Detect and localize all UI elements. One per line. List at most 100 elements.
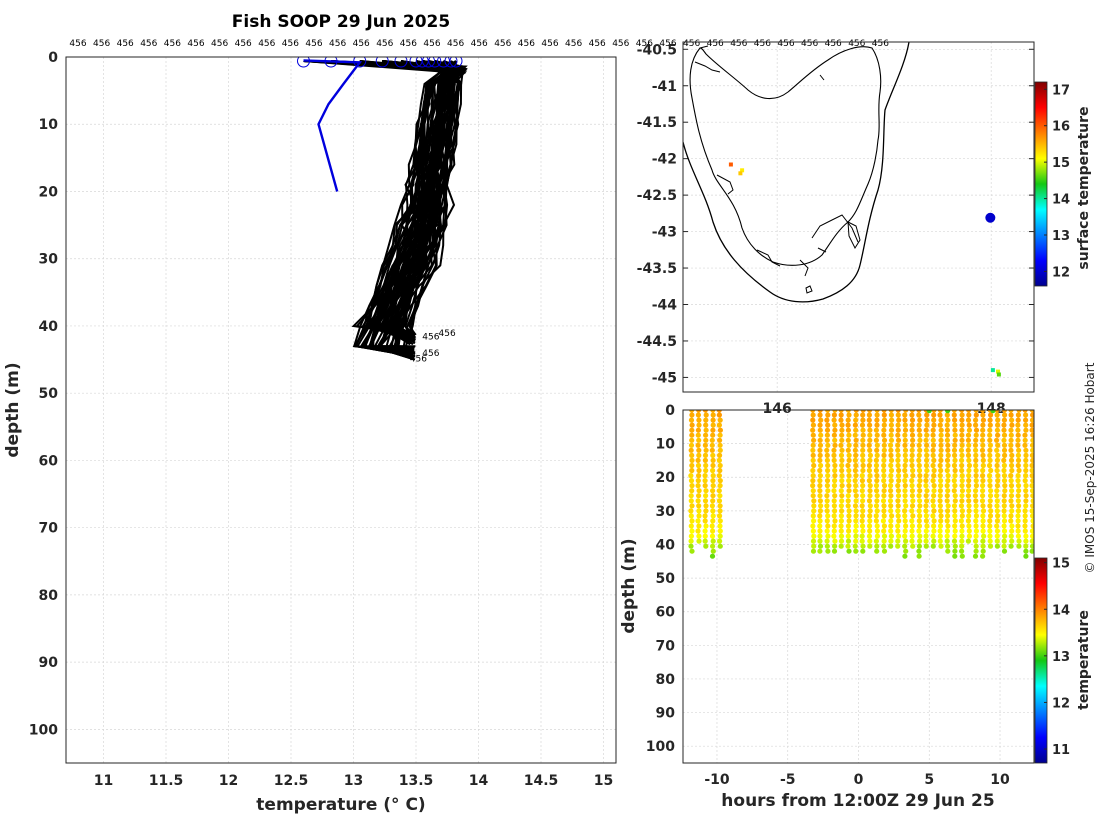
section-point	[1029, 422, 1034, 428]
section-point	[1015, 427, 1021, 433]
section-point	[959, 412, 965, 418]
section-point	[938, 518, 944, 524]
section-point	[917, 538, 923, 544]
section-point	[945, 473, 951, 479]
section-point	[1030, 432, 1034, 438]
section-point	[688, 508, 694, 514]
section-point	[832, 410, 838, 413]
section-grid	[683, 409, 1034, 763]
section-point	[853, 483, 859, 489]
section-point	[988, 488, 994, 494]
section-point	[832, 518, 838, 524]
section-point	[902, 518, 908, 524]
section-point	[866, 442, 872, 448]
section-point	[888, 528, 894, 534]
section-point	[966, 427, 973, 433]
section-point	[888, 473, 894, 479]
section-point	[881, 543, 887, 549]
section-point	[888, 493, 894, 499]
section-point	[817, 543, 824, 549]
profile-line	[355, 60, 453, 337]
section-point	[696, 417, 702, 423]
section-point	[980, 528, 986, 534]
section-point	[987, 417, 993, 423]
section-point	[689, 467, 695, 474]
section-point	[902, 493, 908, 499]
section-point	[881, 493, 887, 499]
section-point	[717, 437, 723, 443]
section-point	[973, 533, 979, 539]
section-point	[860, 452, 866, 458]
section-point	[902, 488, 908, 494]
section-point	[959, 457, 965, 463]
section-point	[916, 467, 923, 474]
profile-x-tick: 15	[594, 773, 613, 789]
section-point	[689, 518, 695, 524]
section-point	[994, 427, 1001, 433]
profile-id-label: 456	[305, 39, 322, 49]
section-point	[873, 437, 880, 443]
section-point	[853, 523, 859, 529]
section-point	[1008, 437, 1014, 443]
section-point	[923, 538, 929, 544]
section-point	[859, 523, 866, 529]
section-point	[1001, 538, 1007, 544]
section-point	[888, 483, 894, 489]
section-point	[903, 538, 909, 544]
section-point	[980, 410, 986, 413]
section-point	[831, 483, 838, 489]
section-point	[980, 488, 986, 494]
section-point	[937, 493, 943, 499]
section-point	[689, 410, 695, 413]
section-point	[952, 452, 958, 458]
section-point	[938, 478, 944, 484]
section-point	[895, 457, 901, 463]
section-point	[951, 478, 957, 484]
profile-x-tick: 14.5	[524, 773, 559, 789]
section-point	[696, 513, 702, 519]
section-point	[902, 422, 908, 428]
map-point	[728, 162, 733, 167]
section-point	[902, 467, 908, 474]
section-point	[845, 493, 851, 499]
section-point	[709, 553, 716, 559]
section-point	[1001, 427, 1007, 433]
section-point	[867, 518, 873, 524]
section-point	[810, 457, 816, 463]
section-point	[923, 513, 930, 519]
section-point	[952, 553, 958, 559]
section-point	[902, 543, 908, 549]
section-point	[874, 533, 881, 539]
section-point	[937, 528, 943, 534]
section-point	[810, 538, 817, 544]
section-point	[916, 553, 922, 559]
section-point	[924, 432, 930, 438]
section-point	[952, 483, 958, 489]
section-point	[994, 543, 1001, 549]
profile-x-label: temperature (° C)	[256, 795, 425, 815]
section-point	[1022, 432, 1028, 438]
profile-id-label: 456	[187, 39, 204, 49]
section-point	[811, 498, 817, 504]
section-point	[838, 488, 844, 494]
section-point	[1029, 452, 1034, 458]
profile-line	[382, 60, 465, 337]
section-point	[839, 427, 845, 433]
section-point	[994, 533, 1000, 539]
section-point	[902, 553, 908, 559]
section-point	[987, 473, 993, 479]
section-point	[973, 483, 980, 489]
section-point	[859, 518, 865, 524]
section-point	[987, 462, 993, 469]
section-point	[881, 417, 888, 423]
section-point	[1016, 538, 1022, 544]
section-point	[937, 533, 943, 539]
section-point	[831, 457, 837, 463]
section-point	[860, 417, 866, 423]
section-point	[716, 473, 723, 479]
section-point	[1016, 467, 1022, 474]
section-point	[931, 518, 937, 524]
profile-y-tick: 20	[39, 184, 59, 200]
section-point	[831, 452, 837, 458]
section-point	[881, 503, 887, 509]
